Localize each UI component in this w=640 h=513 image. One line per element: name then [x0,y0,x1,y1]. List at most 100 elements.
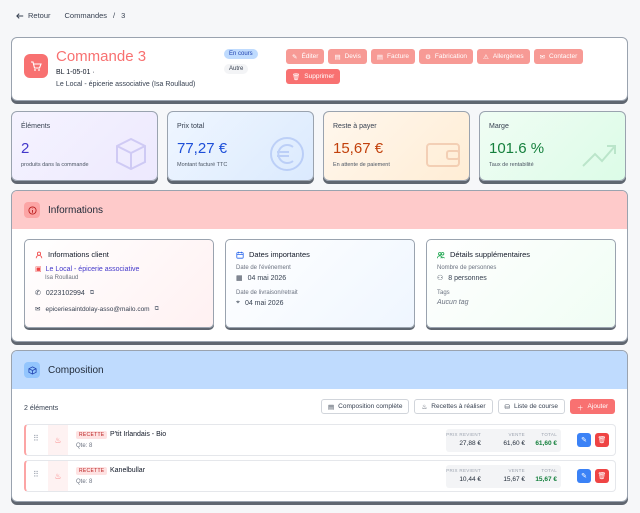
breadcrumb-current: 3 [121,11,126,20]
user-icon [35,251,43,258]
page-title: Commande 3 [56,48,147,65]
client-info-card: Informations client ▣ Le Local - épiceri… [24,239,214,328]
action-toolbar: ✎ Éditer ▤ Devis ▤ Facture ⚙ Fabrication ⚠ Al… [286,49,584,64]
item-qty: Qte: 8 [76,479,93,485]
chef-hat-icon: ♨ [48,461,68,491]
add-button[interactable]: ＋ Ajouter [570,399,616,414]
price-box: PRIX REVIENT 27,88 € VENTE 61,60 € TOTAL 61… [446,429,561,452]
pencil-icon: ✎ [292,53,298,61]
facture-button[interactable]: ▤ Facture [370,49,416,64]
recette-tag: RECETTE [76,431,108,439]
information-section: Informations Informations client ▣ Le Lo… [11,190,628,342]
mail-icon: ✉ [539,53,546,61]
stat-label: Éléments [21,123,51,130]
cart-icon [24,54,48,78]
breadcrumb-separator: / [113,11,116,20]
back-label: Retour [28,11,51,20]
stat-value: 77,27 € [177,140,228,157]
stat-value: 2 [21,140,30,157]
item-name[interactable]: P'tit Irlandais - Bio [110,431,167,438]
price-revient: 27,88 € [459,440,481,447]
calendar-icon: ▦ [236,275,243,282]
info-icon [24,202,40,218]
copy-icon[interactable]: ⧉ [154,305,159,312]
trash-icon: 🗑 [597,473,607,480]
cube-icon [24,362,40,378]
order-reference: BL 1-05-01 · [56,69,95,76]
table-row[interactable]: ⠿ ♨ RECETTE P'tit Irlandais - Bio Qte: 8… [24,424,616,456]
phone-icon: ✆ [35,290,41,297]
price-vente: 15,67 € [503,476,525,483]
recette-tag: RECETTE [76,467,108,475]
copy-icon[interactable]: ⧉ [89,289,95,296]
euro-icon [270,137,304,171]
stat-note: Taux de rentabilité [489,162,534,168]
client-contact: Isa Roullaud [45,275,79,281]
item-name[interactable]: Kanelbullar [110,467,146,474]
plus-icon: ＋ [577,404,584,412]
composition-toolbar: ▤ Composition complète ♨ Recettes à réalis… [321,399,616,414]
information-header: Informations [12,191,627,229]
calendar-icon [236,251,244,259]
breadcrumb-commandes[interactable]: Commandes [64,11,108,20]
event-date-label: Date de l'événement [236,265,291,271]
price-box: PRIX REVIENT 10,44 € VENTE 15,67 € TOTAL 15… [446,465,561,488]
status-badge: En cours [224,49,258,59]
stat-value: 15,67 € [333,140,384,157]
stat-label: Marge [489,123,509,130]
element-count: 2 éléments [24,405,59,412]
table-row[interactable]: ⠿ ♨ RECETTE Kanelbullar Qte: 8 PRIX REVI… [24,460,616,492]
factory-icon: ⚙ [425,53,431,61]
delete-item-button[interactable]: 🗑 [595,469,609,483]
drag-handle-icon[interactable]: ⠿ [33,470,39,479]
price-total: 15,67 € [535,476,557,483]
devis-button[interactable]: ▤ Devis [328,49,367,64]
client-phone: ✆ 0223102994 ⧉ [35,289,95,298]
chef-hat-icon: ♨ [421,403,428,411]
section-title: Composition [48,364,104,376]
location-pin-icon: ⌖ [236,299,240,306]
invoice-icon: ▤ [376,53,384,61]
fabrication-button[interactable]: ⚙ Fabrication [419,49,474,64]
stat-note: produits dans la commande [21,162,89,168]
trash-icon: 🗑 [292,73,301,81]
allergenes-button[interactable]: ⚠ Allergènes [477,49,530,64]
delete-button[interactable]: 🗑 Supprimer [286,69,341,84]
client-info-title: Informations client [35,250,203,259]
stat-prix-total: Prix total 77,27 € Montant facturé TTC [167,111,314,181]
chef-hat-icon: ♨ [48,425,68,455]
edit-item-button[interactable]: ✎ [577,433,591,447]
recettes-button[interactable]: ♨ Recettes à réaliser [414,399,493,414]
extra-details-title: Détails supplémentaires [437,250,605,259]
price-vente: 61,60 € [503,440,525,447]
trash-icon: 🗑 [597,437,607,444]
stat-marge: Marge 101.6 % Taux de rentabilité [479,111,626,181]
dates-title: Dates importantes [236,250,404,259]
document-icon: ▤ [334,53,341,61]
drag-handle-icon[interactable]: ⠿ [33,434,39,443]
section-title: Informations [48,204,104,216]
tags-value: Aucun tag [437,299,469,306]
edit-button[interactable]: ✎ Éditer [286,49,325,64]
edit-item-button[interactable]: ✎ [577,469,591,483]
tags-label: Tags [437,290,450,296]
stat-label: Reste à payer [333,123,377,130]
delete-item-button[interactable]: 🗑 [595,433,609,447]
type-badge: Autre [224,64,249,74]
pencil-icon: ✎ [581,437,587,444]
client-link[interactable]: ▣ Le Local - épicerie associative [35,265,140,274]
arrow-left-icon [16,12,24,19]
contact-button[interactable]: ✉ Contacter [533,49,584,64]
back-link[interactable]: Retour [16,11,51,20]
people-count: ⚇ 8 personnes [437,274,487,283]
item-qty: Qte: 8 [76,443,93,449]
composition-section: Composition 2 éléments ▤ Composition comp… [11,350,628,502]
composition-complete-button[interactable]: ▤ Composition complète [321,399,410,414]
mail-icon: ✉ [35,306,41,313]
composition-header: Composition [12,351,627,389]
extra-details-card: Détails supplémentaires Nombre de person… [426,239,616,328]
store-icon: ▣ [35,266,42,273]
shopping-list-button[interactable]: ⛁ Liste de course [497,399,566,414]
basket-icon: ⛁ [504,403,510,411]
warning-icon: ⚠ [483,53,489,61]
